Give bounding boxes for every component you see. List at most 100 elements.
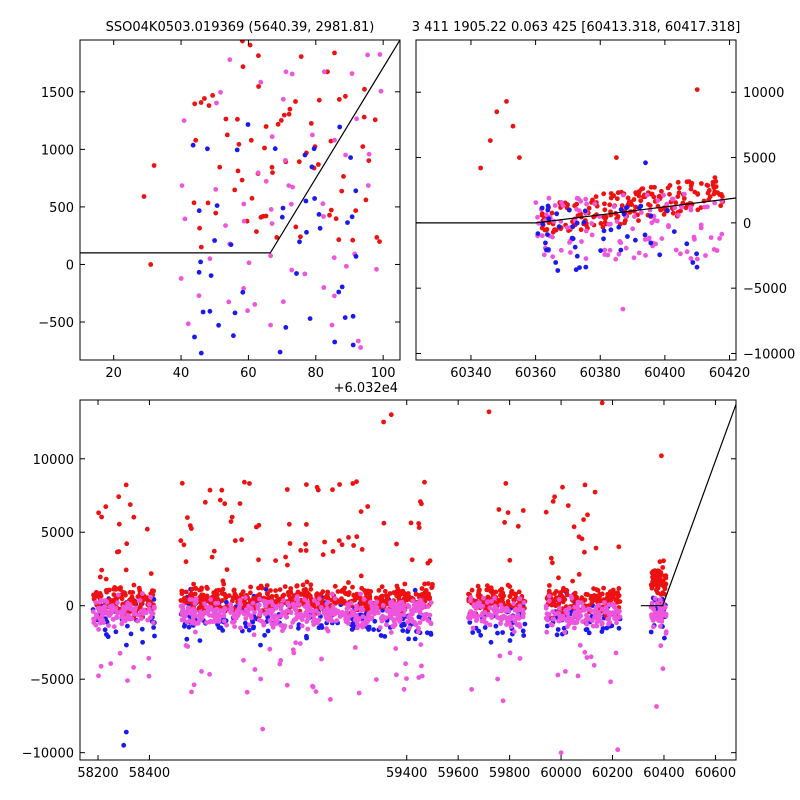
data-point bbox=[618, 247, 624, 253]
data-point bbox=[504, 622, 509, 627]
data-point bbox=[374, 599, 380, 605]
data-point bbox=[224, 599, 229, 605]
model-line bbox=[416, 197, 736, 224]
data-point bbox=[493, 623, 499, 629]
data-point bbox=[516, 616, 522, 621]
data-point bbox=[641, 194, 646, 200]
data-point bbox=[304, 633, 309, 639]
data-point bbox=[558, 750, 564, 756]
data-point bbox=[283, 158, 288, 163]
data-point bbox=[239, 537, 245, 543]
data-point bbox=[269, 134, 275, 140]
data-point bbox=[136, 585, 142, 591]
data-point bbox=[365, 588, 371, 594]
data-point bbox=[223, 223, 228, 229]
data-point bbox=[115, 549, 120, 555]
data-point bbox=[309, 601, 315, 607]
data-point bbox=[617, 599, 623, 604]
data-point bbox=[242, 611, 247, 617]
data-point bbox=[246, 260, 252, 266]
data-point bbox=[487, 138, 493, 144]
data-point bbox=[705, 190, 711, 196]
data-point bbox=[510, 591, 516, 596]
data-point bbox=[328, 138, 334, 144]
data-point bbox=[250, 600, 256, 606]
data-point bbox=[119, 613, 125, 618]
data-point bbox=[599, 591, 605, 597]
data-point bbox=[318, 605, 324, 610]
data-point bbox=[614, 155, 619, 161]
data-point bbox=[304, 522, 309, 527]
data-point bbox=[605, 591, 610, 597]
data-point bbox=[543, 212, 549, 218]
data-point bbox=[690, 260, 696, 265]
x-tick-label: 60 bbox=[240, 366, 257, 381]
data-point bbox=[270, 602, 276, 608]
data-point bbox=[555, 672, 561, 678]
data-point bbox=[417, 620, 423, 625]
data-point bbox=[178, 276, 184, 281]
data-point bbox=[588, 596, 594, 601]
data-point bbox=[288, 624, 294, 630]
data-point bbox=[552, 602, 558, 607]
data-point bbox=[582, 549, 587, 555]
data-point bbox=[349, 622, 355, 628]
data-point bbox=[282, 584, 288, 589]
data-point bbox=[695, 207, 701, 213]
data-point bbox=[305, 599, 310, 605]
data-point bbox=[477, 603, 483, 609]
data-point bbox=[493, 608, 499, 614]
data-point bbox=[580, 604, 586, 610]
data-point bbox=[602, 220, 608, 226]
data-point bbox=[296, 159, 302, 165]
data-point bbox=[688, 186, 694, 192]
data-point bbox=[652, 184, 657, 190]
data-point bbox=[574, 220, 580, 226]
data-point bbox=[180, 606, 186, 611]
data-point bbox=[263, 603, 268, 609]
data-point bbox=[544, 611, 550, 617]
axes-frame bbox=[79, 39, 401, 361]
data-point bbox=[485, 599, 490, 605]
data-point bbox=[466, 591, 471, 597]
data-point bbox=[321, 214, 326, 219]
data-point bbox=[569, 235, 575, 241]
data-point bbox=[204, 620, 209, 625]
data-point bbox=[659, 572, 665, 578]
data-point bbox=[192, 613, 198, 618]
data-point bbox=[564, 588, 570, 593]
data-point bbox=[616, 544, 622, 550]
data-point bbox=[259, 585, 265, 591]
data-point bbox=[196, 269, 202, 275]
data-point bbox=[499, 617, 504, 622]
data-point bbox=[103, 607, 108, 613]
data-point bbox=[336, 97, 342, 102]
data-point bbox=[248, 590, 253, 596]
axes-frame bbox=[415, 39, 737, 361]
data-point bbox=[556, 224, 562, 230]
data-point bbox=[662, 635, 667, 641]
data-point bbox=[505, 599, 511, 604]
data-point bbox=[567, 605, 572, 611]
data-point bbox=[119, 596, 125, 602]
data-point bbox=[504, 99, 509, 104]
data-point bbox=[543, 605, 549, 611]
data-point bbox=[602, 247, 608, 253]
data-point bbox=[600, 224, 606, 230]
data-point bbox=[544, 629, 550, 635]
data-point bbox=[224, 622, 230, 628]
data-point bbox=[193, 586, 199, 591]
data-point bbox=[374, 677, 379, 682]
data-point bbox=[251, 624, 256, 630]
data-point bbox=[241, 286, 247, 291]
data-point bbox=[308, 586, 314, 592]
data-point bbox=[419, 663, 424, 669]
x-tick-label: 100 bbox=[371, 366, 396, 381]
data-point bbox=[309, 164, 315, 170]
data-point bbox=[282, 623, 288, 629]
data-point bbox=[613, 607, 619, 613]
data-point bbox=[230, 598, 235, 604]
data-point bbox=[714, 248, 720, 253]
data-point bbox=[381, 520, 387, 526]
data-point bbox=[239, 177, 245, 183]
